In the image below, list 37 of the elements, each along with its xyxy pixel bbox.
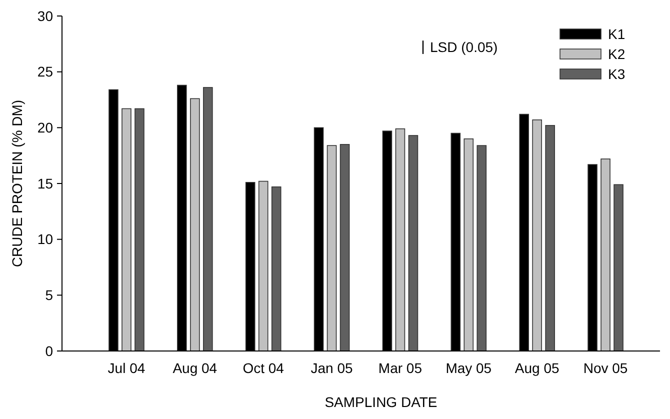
bar (326, 145, 337, 352)
x-tick-label: Jul 04 (108, 360, 146, 376)
bar (545, 125, 555, 352)
legend-label: K3 (608, 66, 626, 82)
x-tick-label: Oct 04 (242, 360, 284, 376)
bar (600, 158, 610, 352)
x-tick-label: Nov 05 (583, 360, 628, 376)
legend-label: K1 (608, 26, 626, 42)
bar (614, 184, 624, 352)
bar (271, 186, 282, 352)
bar (190, 98, 200, 352)
y-tick-label: 5 (45, 287, 54, 304)
bar (464, 138, 474, 352)
x-tick-label: Mar 05 (378, 360, 422, 376)
x-tick-label: May 05 (446, 360, 492, 376)
legend-label: K2 (608, 46, 626, 62)
y-tick-label: 25 (37, 64, 54, 80)
x-axis-title: SAMPLING DATE (324, 394, 438, 410)
bar (203, 87, 213, 352)
bar (532, 119, 542, 352)
y-axis-title: CRUDE PROTEIN (% DM) (9, 100, 25, 268)
y-tick-label: 20 (37, 120, 54, 136)
bar (258, 180, 268, 352)
bar (134, 108, 144, 352)
y-tick-label: 10 (37, 231, 54, 248)
y-tick-label: 15 (37, 175, 54, 192)
y-tick-label: 30 (37, 8, 54, 24)
bar (122, 108, 132, 352)
x-tick-label: Jan 05 (310, 360, 354, 376)
annotation: LSD (0.05) (430, 39, 498, 56)
y-tick-label: 0 (45, 342, 54, 359)
bar (408, 135, 418, 352)
x-tick-label: Aug 05 (514, 360, 560, 376)
bar (340, 144, 350, 352)
bar (476, 145, 487, 352)
bar (395, 128, 406, 352)
x-tick-label: Aug 04 (172, 360, 218, 376)
